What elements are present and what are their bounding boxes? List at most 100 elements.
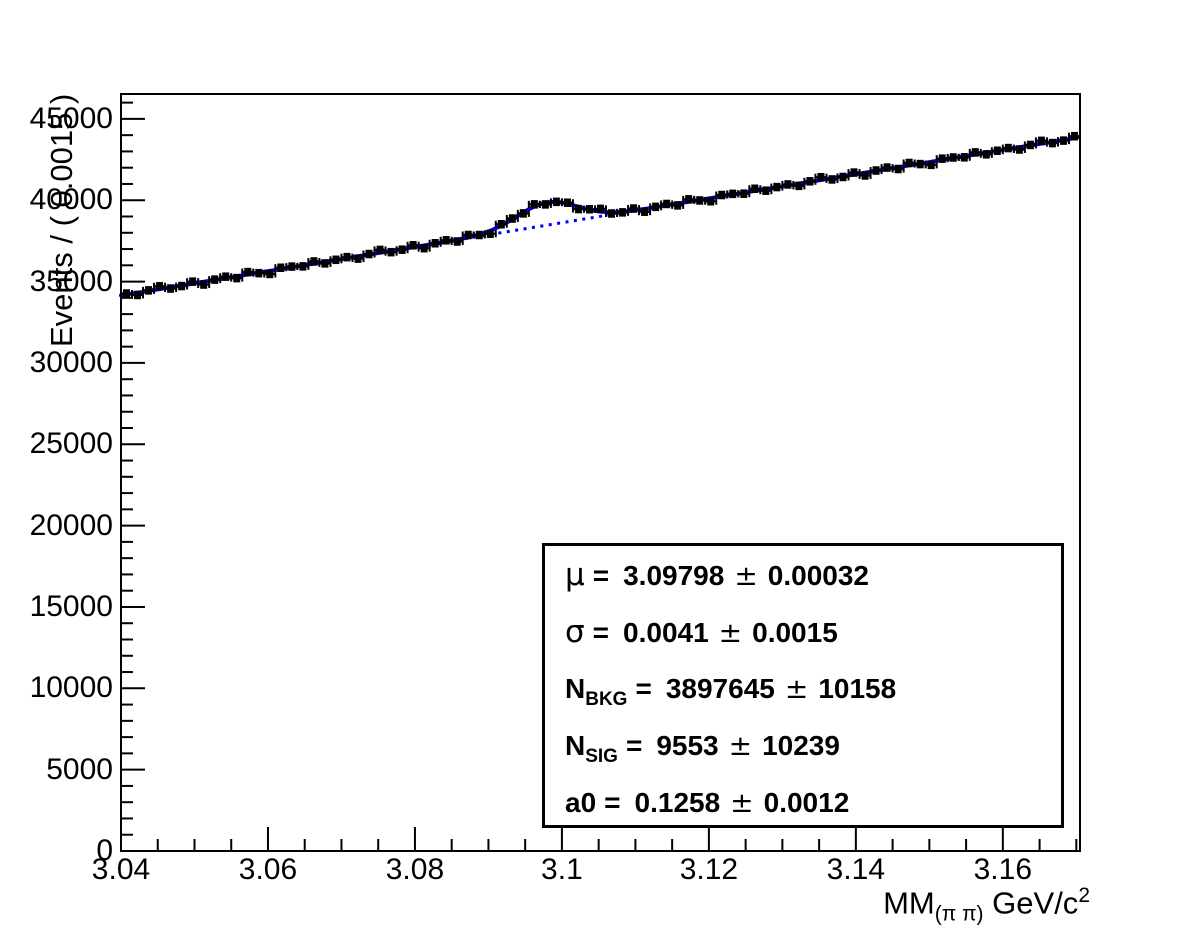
data-point (175, 281, 189, 291)
data-point (781, 180, 795, 189)
fit-param-equals: = (592, 560, 610, 591)
y-tick-label: 40000 (29, 183, 113, 217)
y-tick-label: 30000 (29, 345, 113, 379)
y-tick-label: 35000 (29, 264, 113, 298)
fit-param-plusminus: ± (728, 729, 753, 762)
x-axis-title-subscript: (π π) (934, 902, 984, 926)
data-point (803, 177, 817, 186)
data-point (748, 184, 762, 194)
fit-param-plusminus: ± (730, 786, 754, 819)
data-point (318, 259, 332, 268)
data-point (340, 252, 354, 262)
data-point (472, 230, 486, 240)
data-point (1012, 145, 1026, 154)
data-point (362, 249, 376, 259)
fit-param-plusminus: ± (784, 672, 809, 705)
data-point (252, 268, 266, 278)
data-point (693, 196, 707, 205)
data-point (406, 241, 420, 250)
fit-param-value: 9553 (656, 730, 719, 761)
data-point (638, 207, 652, 216)
data-point (131, 290, 145, 300)
data-point (494, 219, 508, 229)
fit-param-value: 3.09798 (623, 560, 725, 591)
data-point (483, 229, 497, 239)
data-point (990, 146, 1004, 155)
fit-param-name: σ (565, 614, 585, 650)
fit-param-error: 0.00032 (767, 560, 869, 591)
x-axis-title-superscript: 2 (1078, 884, 1090, 907)
y-tick-label: 15000 (29, 589, 113, 623)
y-tick-label: 45000 (29, 101, 113, 135)
data-point (737, 189, 751, 198)
y-tick-label: 25000 (29, 427, 113, 461)
x-axis-title-main: MM (883, 885, 935, 921)
fit-param-value: 0.0041 (623, 617, 709, 648)
data-point (439, 236, 453, 245)
data-point (560, 198, 574, 208)
data-point (957, 153, 971, 162)
fit-param-row: σ = 0.0041 ±0.0015 (565, 614, 838, 650)
data-point (263, 269, 277, 279)
data-point (120, 289, 134, 298)
fit-param-plusminus: ± (718, 616, 743, 649)
data-point (538, 200, 552, 209)
data-point (395, 245, 409, 254)
y-tick-label: 5000 (46, 752, 113, 786)
x-axis-title: MM(π π) GeV/c2 (640, 884, 1090, 927)
data-point (296, 262, 310, 271)
fit-param-equals: = (635, 673, 652, 704)
fit-param-equals: = (604, 787, 621, 818)
data-point (836, 172, 850, 182)
data-point (593, 204, 608, 214)
data-point (417, 243, 431, 253)
fit-param-name: a0 (565, 787, 597, 818)
fit-param-equals: = (625, 730, 643, 761)
fit-param-equals: = (592, 617, 610, 648)
data-point (891, 164, 905, 174)
fit-param-plusminus: ± (734, 559, 758, 592)
fit-param-error: 0.0015 (752, 617, 838, 648)
fit-param-name: N (565, 730, 586, 761)
fit-param-value: 3897645 (665, 673, 775, 704)
data-point (1056, 136, 1070, 145)
fit-param-error: 10158 (818, 673, 897, 704)
x-tick-label: 3.04 (91, 853, 151, 886)
fit-param-row: μ = 3.09798 ±0.00032 (565, 557, 869, 593)
x-tick-label: 3.08 (385, 853, 445, 886)
fit-param-row: a0 = 0.1258 ±0.0012 (565, 785, 849, 821)
data-point (1067, 131, 1081, 141)
fit-param-subscript: SIG (585, 746, 618, 767)
data-point (935, 154, 949, 163)
data-point (880, 163, 894, 172)
plot-frame (120, 93, 1081, 852)
data-point (505, 214, 519, 223)
data-point (704, 196, 718, 206)
fit-param-row: NBKG = 3897645 ±10158 (565, 671, 897, 710)
x-tick-label: 3.14 (826, 853, 886, 886)
y-tick-label: 0 (96, 834, 113, 867)
fit-param-error: 0.0012 (763, 787, 850, 818)
data-point (274, 263, 288, 273)
data-point (825, 175, 839, 184)
y-axis-ticks (121, 101, 145, 852)
data-point (549, 197, 563, 207)
x-tick-label: 3.1 (541, 853, 583, 886)
data-point (759, 186, 773, 195)
data-point (1045, 138, 1059, 148)
x-axis-ticks (120, 827, 1078, 851)
x-tick-label: 3.12 (679, 853, 739, 886)
data-point (1023, 140, 1037, 150)
data-point (329, 255, 343, 265)
data-point (164, 284, 178, 293)
data-point (726, 189, 740, 199)
y-tick-label: 10000 (29, 671, 113, 705)
data-point (384, 247, 398, 257)
data-point (219, 272, 233, 281)
x-tick-label: 3.16 (973, 853, 1033, 886)
data-point (527, 200, 541, 209)
data-point (450, 237, 464, 246)
data-point (197, 280, 211, 289)
